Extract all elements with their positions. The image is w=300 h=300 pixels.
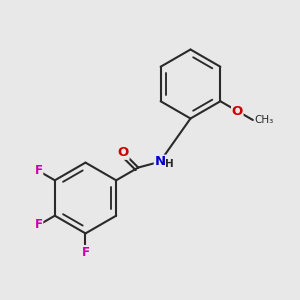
Text: O: O [118,146,129,159]
Text: F: F [35,218,43,232]
Text: O: O [232,104,243,118]
Text: F: F [35,164,43,178]
Text: CH₃: CH₃ [254,115,274,125]
Text: H: H [166,159,174,169]
Text: F: F [82,245,89,259]
Text: N: N [154,155,166,168]
